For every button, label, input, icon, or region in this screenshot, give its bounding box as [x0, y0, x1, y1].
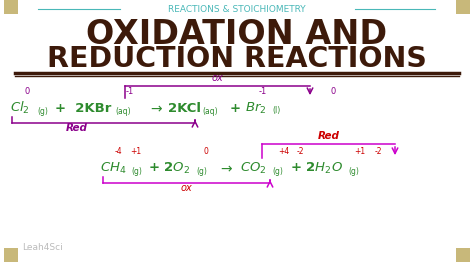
Text: + 2$O_2$: + 2$O_2$: [148, 160, 190, 176]
Text: ox: ox: [211, 73, 223, 83]
Text: REACTIONS & STOICHIOMETRY: REACTIONS & STOICHIOMETRY: [168, 5, 306, 14]
Text: $Cl_2$: $Cl_2$: [10, 100, 30, 116]
Text: + 2$H_2O$: + 2$H_2O$: [290, 160, 343, 176]
Bar: [456, 0, 470, 14]
Text: -1: -1: [259, 87, 267, 96]
Bar: [4, 248, 18, 262]
Text: Leah4Sci: Leah4Sci: [22, 243, 63, 252]
Text: 2KCl: 2KCl: [168, 102, 201, 114]
Text: $Br_2$: $Br_2$: [245, 101, 266, 115]
Text: 0: 0: [203, 147, 209, 156]
Text: Red: Red: [66, 123, 88, 133]
Text: -4: -4: [114, 147, 122, 156]
Bar: [4, 0, 18, 14]
Text: -2: -2: [296, 147, 304, 156]
Text: (l): (l): [272, 106, 280, 115]
Text: $\rightarrow$: $\rightarrow$: [148, 101, 164, 115]
Text: $CO_2$: $CO_2$: [240, 160, 266, 176]
Text: -1: -1: [126, 87, 134, 96]
Text: -2: -2: [374, 147, 382, 156]
Text: ox: ox: [181, 183, 192, 193]
Text: +1: +1: [130, 147, 142, 156]
Text: (g): (g): [131, 167, 142, 176]
Text: (g): (g): [37, 106, 48, 115]
Text: 0: 0: [24, 87, 29, 96]
Text: +  2KBr: + 2KBr: [55, 102, 111, 114]
Text: Red: Red: [318, 131, 339, 141]
Text: +1: +1: [355, 147, 365, 156]
Text: (g): (g): [272, 167, 283, 176]
Text: (g): (g): [348, 167, 359, 176]
Text: (g): (g): [196, 167, 207, 176]
Text: OXIDATION AND: OXIDATION AND: [86, 19, 388, 52]
Text: +: +: [230, 102, 241, 114]
Bar: [456, 248, 470, 262]
Text: +4: +4: [278, 147, 290, 156]
Text: $CH_4$: $CH_4$: [100, 160, 127, 176]
Text: (aq): (aq): [202, 106, 218, 115]
Text: 0: 0: [330, 87, 336, 96]
Text: $\rightarrow$: $\rightarrow$: [218, 161, 234, 175]
Text: REDUCTION REACTIONS: REDUCTION REACTIONS: [47, 45, 427, 73]
Text: (aq): (aq): [115, 106, 131, 115]
